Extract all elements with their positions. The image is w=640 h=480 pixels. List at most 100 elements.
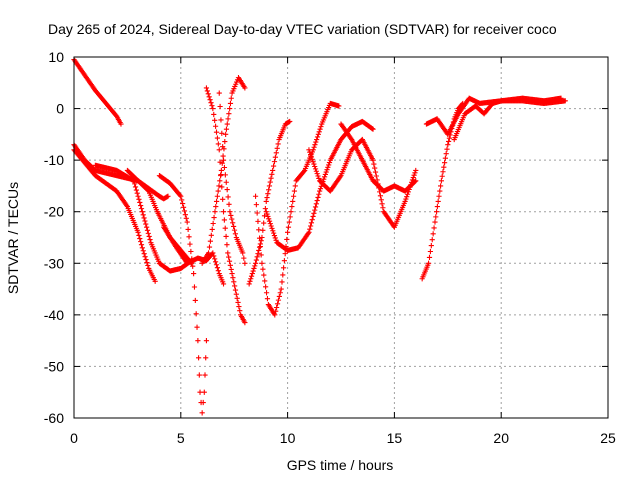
- series-arc-18: [451, 95, 564, 143]
- data-point: [265, 191, 271, 197]
- data-point: [378, 197, 384, 203]
- data-point: [254, 254, 260, 260]
- data-point: [208, 232, 214, 238]
- data-point: [268, 175, 274, 181]
- data-point: [437, 183, 444, 189]
- data-point: [263, 198, 269, 204]
- data-point: [191, 284, 198, 290]
- data-point: [144, 227, 151, 233]
- data-point: [285, 224, 292, 230]
- data-point: [315, 194, 321, 201]
- data-point: [444, 146, 450, 152]
- data-point: [252, 260, 259, 266]
- data-point: [143, 221, 149, 227]
- data-point: [235, 299, 241, 306]
- data-point: [211, 215, 217, 221]
- y-tick-label: -40: [44, 307, 64, 323]
- data-point: [138, 239, 144, 245]
- data-point: [232, 231, 239, 237]
- data-point: [203, 355, 209, 361]
- data-point: [132, 184, 139, 190]
- data-point: [439, 173, 445, 179]
- data-point: [185, 226, 191, 232]
- series-layer: [71, 56, 568, 416]
- grid-layer: [74, 57, 608, 418]
- data-point: [436, 193, 442, 199]
- y-tick-label: -60: [44, 410, 64, 426]
- data-point: [265, 213, 271, 220]
- data-point: [260, 266, 266, 272]
- series-arc-7: [161, 224, 227, 287]
- data-point: [306, 229, 312, 235]
- data-point: [237, 308, 243, 314]
- data-point: [336, 103, 342, 109]
- data-point: [312, 142, 318, 148]
- data-point: [222, 225, 228, 231]
- data-point: [136, 196, 142, 202]
- data-point: [212, 259, 219, 265]
- data-point: [446, 138, 452, 145]
- data-point: [257, 243, 263, 250]
- data-point: [227, 209, 233, 215]
- data-point: [268, 223, 274, 229]
- data-point: [276, 293, 282, 300]
- series-arc-9: [203, 85, 248, 326]
- data-point: [258, 252, 264, 258]
- data-point: [426, 254, 433, 260]
- data-point: [212, 123, 219, 129]
- data-point: [284, 236, 290, 243]
- data-point: [216, 183, 222, 189]
- data-point: [377, 193, 384, 199]
- data-point: [308, 220, 315, 226]
- data-point: [445, 142, 451, 148]
- data-point: [253, 202, 259, 208]
- data-point: [219, 184, 225, 190]
- data-point: [212, 256, 218, 262]
- data-point: [177, 192, 183, 198]
- data-point: [193, 311, 199, 317]
- data-point: [311, 161, 317, 167]
- data-point: [272, 154, 278, 160]
- data-point: [262, 206, 268, 212]
- data-point: [207, 97, 213, 103]
- data-point: [312, 166, 319, 172]
- data-point: [252, 193, 259, 199]
- data-point: [286, 219, 292, 225]
- data-point: [261, 272, 267, 278]
- data-point: [206, 244, 213, 250]
- data-point: [230, 223, 237, 230]
- data-point: [182, 212, 188, 218]
- data-point: [229, 271, 235, 277]
- data-point: [138, 202, 144, 209]
- data-point: [250, 268, 256, 274]
- data-point: [287, 118, 293, 125]
- data-point: [213, 262, 220, 268]
- series-arc-12: [252, 100, 342, 318]
- data-point: [247, 278, 253, 284]
- data-point: [194, 324, 200, 330]
- data-point: [152, 278, 158, 284]
- data-point: [214, 265, 221, 271]
- data-point: [215, 268, 221, 274]
- data-point: [242, 85, 248, 91]
- data-point: [137, 235, 143, 242]
- data-point: [139, 209, 145, 215]
- data-point: [404, 194, 410, 200]
- data-point: [433, 209, 440, 215]
- data-point: [213, 129, 220, 135]
- data-point: [314, 134, 321, 140]
- x-tick-label: 25: [600, 430, 616, 446]
- data-point: [135, 193, 141, 199]
- series-arc-5: [124, 167, 171, 202]
- data-point: [266, 183, 273, 189]
- data-point: [201, 389, 207, 395]
- data-point: [441, 164, 447, 170]
- data-point: [312, 163, 318, 170]
- data-point: [270, 167, 276, 174]
- data-point: [321, 174, 328, 180]
- data-point: [231, 279, 237, 285]
- data-point: [562, 98, 568, 104]
- data-point: [278, 286, 284, 292]
- data-point: [253, 257, 259, 263]
- data-point: [259, 234, 265, 241]
